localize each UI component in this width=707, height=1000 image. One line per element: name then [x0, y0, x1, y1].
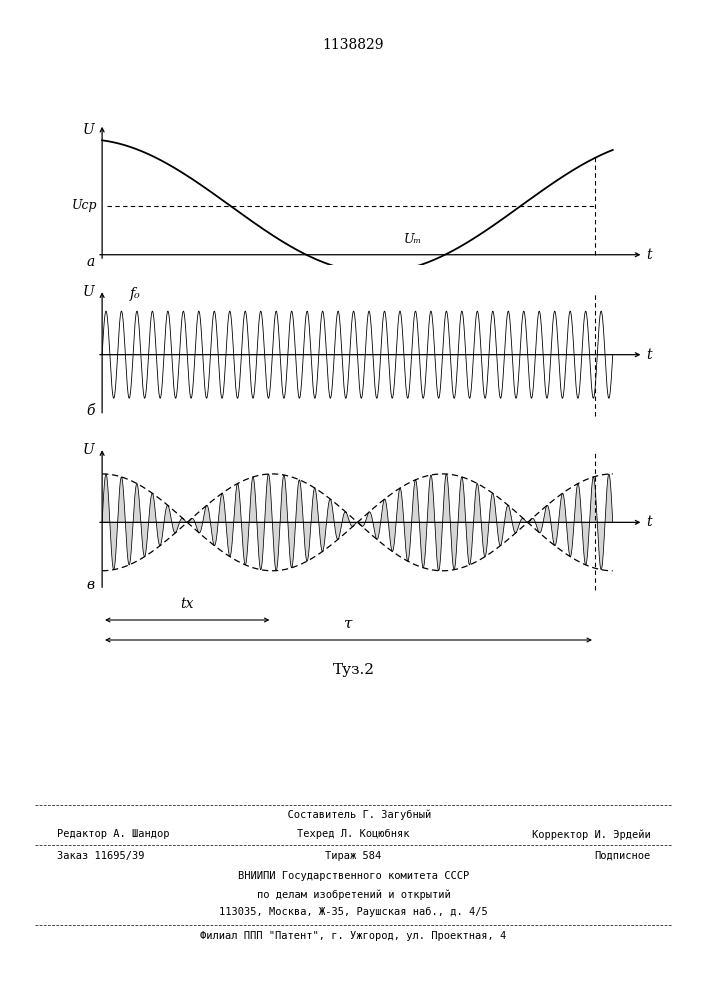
Text: U: U [83, 285, 95, 299]
Text: по делам изобретений и открытий: по делам изобретений и открытий [257, 889, 450, 900]
Text: t: t [646, 515, 652, 529]
Text: t: t [646, 348, 652, 362]
Text: 113035, Москва, Ж-35, Раушская наб., д. 4/5: 113035, Москва, Ж-35, Раушская наб., д. … [219, 907, 488, 917]
Text: 1138829: 1138829 [323, 38, 384, 52]
Text: U: U [83, 123, 95, 137]
Text: в: в [86, 578, 95, 592]
Text: Тираж 584: Тираж 584 [325, 851, 382, 861]
Text: Подписное: Подписное [594, 851, 650, 861]
Text: tх: tх [180, 597, 194, 611]
Text: б: б [86, 404, 95, 418]
Text: a: a [86, 255, 95, 269]
Text: Редактор А. Шандор: Редактор А. Шандор [57, 829, 169, 839]
Text: f₀: f₀ [130, 287, 141, 301]
Text: Техред Л. Коцюбняк: Техред Л. Коцюбняк [297, 829, 410, 839]
Text: Uср: Uср [71, 199, 97, 212]
Text: Uₘ: Uₘ [404, 233, 422, 246]
Text: Τуз.2: Τуз.2 [332, 663, 375, 677]
Text: Корректор И. Эрдейи: Корректор И. Эрдейи [532, 829, 650, 840]
Text: Филиал ППП "Патент", г. Ужгород, ул. Проектная, 4: Филиал ППП "Патент", г. Ужгород, ул. Про… [200, 931, 507, 941]
Text: Составитель Г. Загубный: Составитель Г. Загубный [275, 810, 432, 820]
Text: τ: τ [344, 617, 353, 631]
Text: t: t [646, 248, 652, 262]
Text: ВНИИПИ Государственного комитета СССР: ВНИИПИ Государственного комитета СССР [238, 871, 469, 881]
Text: Заказ 11695/39: Заказ 11695/39 [57, 851, 144, 861]
Text: U: U [83, 443, 95, 457]
